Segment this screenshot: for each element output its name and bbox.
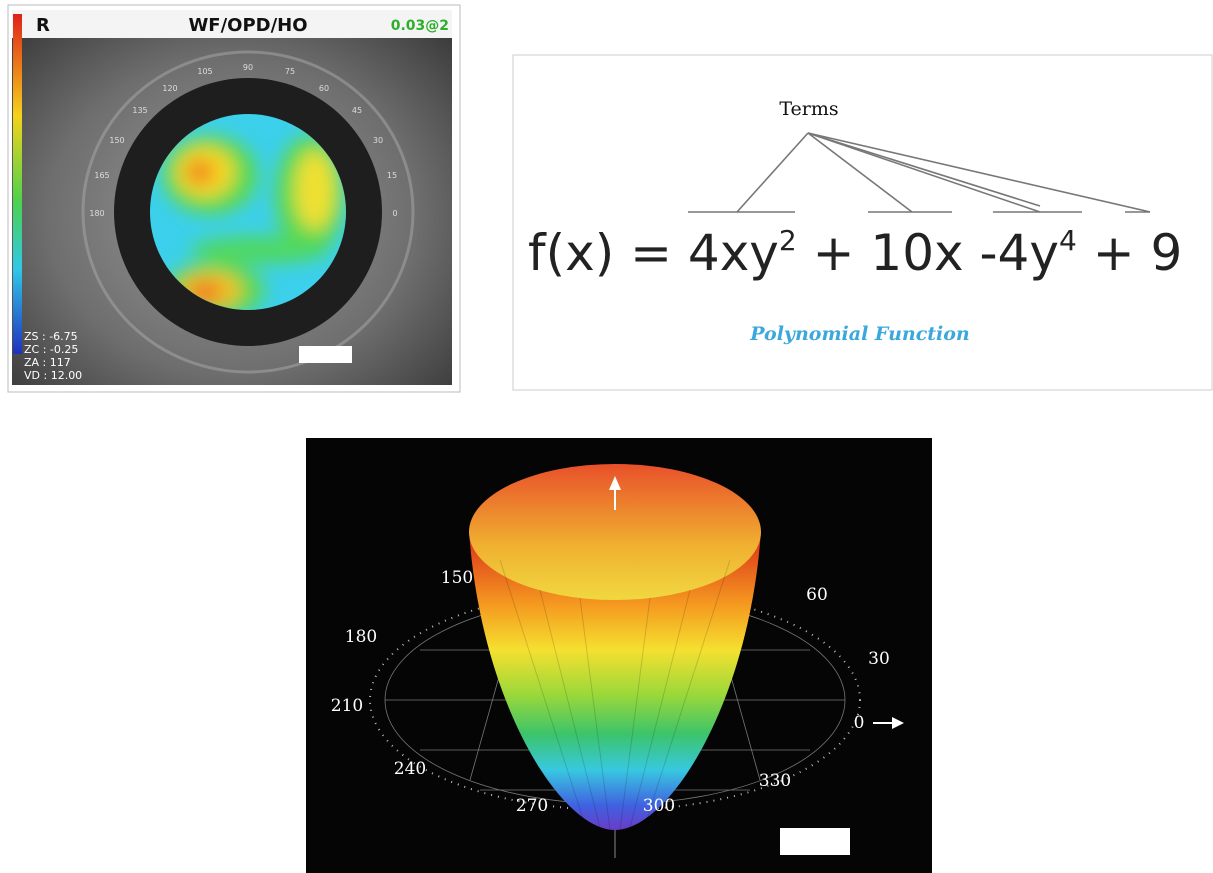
formula-exponent: 4 [1059,224,1077,257]
angle-label: 105 [197,67,212,76]
angle-label: 135 [132,106,147,115]
map-value: 0.03@2 [391,18,449,34]
angle-label: 30 [868,649,890,669]
formula-part: 10x [870,224,963,282]
terms-label: Terms [779,98,838,120]
angle-label: 210 [331,696,363,716]
angle-label: 0 [854,713,865,733]
readout: ZS : -6.75 [24,330,78,343]
map-title: WF/OPD/HO [188,15,307,36]
readout: VD : 12.00 [24,369,82,382]
angle-label: 60 [806,585,828,605]
readout: ZA : 117 [24,356,71,369]
formula-part: -4y [964,224,1059,282]
formula: f(x) = 4xy2 + 10x -4y4 + 9 [528,224,1182,282]
angle-label: 150 [441,568,473,588]
angle-label: 150 [109,136,124,145]
angle-label: 60 [319,84,329,93]
angle-label: 45 [352,106,362,115]
angle-label: 180 [89,209,104,218]
formula-part: + [797,224,871,282]
scale-box [299,346,352,363]
angle-label: 240 [394,759,426,779]
formula-part: + 9 [1077,224,1183,282]
surface-panel: 150 60 180 30 210 0 240 330 270 300 [302,432,937,873]
color-scale [13,14,22,354]
caption: Polynomial Function [749,323,970,345]
angle-label: 270 [516,796,548,816]
angle-label: 90 [243,63,253,72]
eye-label: R [36,15,50,36]
angle-label: 330 [759,771,791,791]
figure: R WF/OPD/HO 0.03@2 105907512060135451503… [0,0,1213,873]
formula-exponent: 2 [779,224,797,257]
angle-label: 75 [285,67,295,76]
scale-box [780,828,850,855]
angle-label: 300 [643,796,675,816]
angle-label: 0 [392,209,397,218]
formula-part: f(x) = [528,224,688,282]
readout: ZC : -0.25 [24,343,78,356]
angle-label: 165 [94,171,109,180]
angle-label: 180 [345,627,377,647]
angle-label: 120 [162,84,177,93]
polynomial-panel: Terms f(x) = 4xy2 + 10x -4y4 + 9 Polynom… [513,55,1212,390]
angle-label: 30 [373,136,383,145]
angle-label: 15 [387,171,397,180]
formula-part: 4xy [688,224,779,282]
